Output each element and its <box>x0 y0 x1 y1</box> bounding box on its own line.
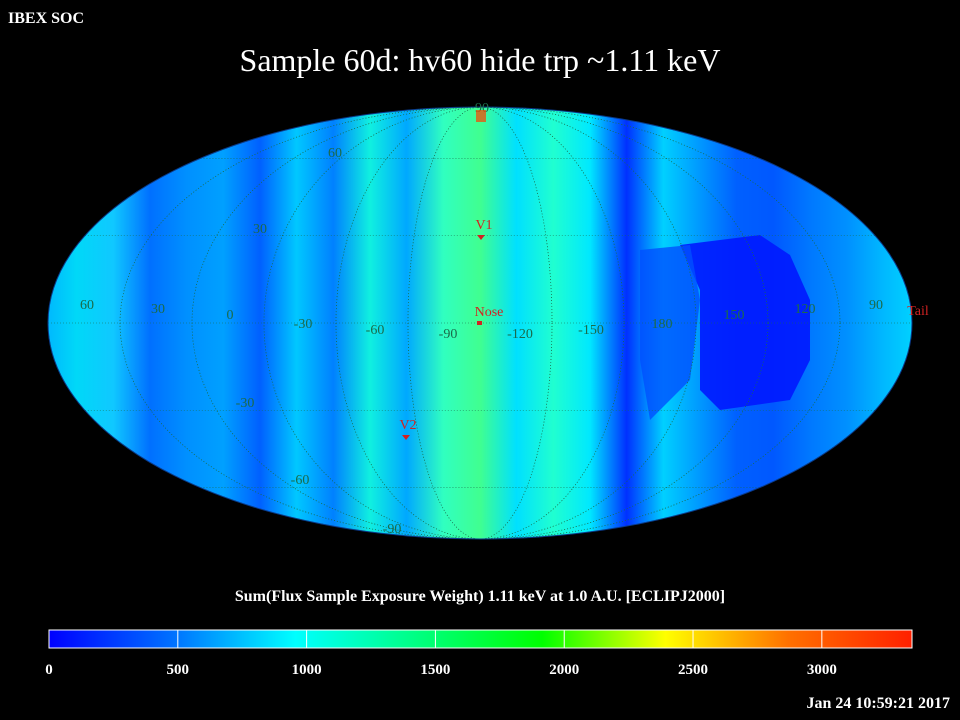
colorbar-caption: Sum(Flux Sample Exposure Weight) 1.11 ke… <box>234 588 726 605</box>
marker-nose: Nose <box>475 305 504 325</box>
lon-label: 90 <box>869 298 883 313</box>
sky-map: 90 60 30 -30 -60 -90 60 30 0 -30 -60 -90… <box>47 101 929 540</box>
colorbar-ticks: 0 500 1000 1500 2000 2500 3000 <box>45 630 837 678</box>
colorbar-tick-label: 500 <box>167 662 190 678</box>
marker-dot <box>402 435 410 440</box>
colorbar-tick-label: 3000 <box>807 662 837 678</box>
low-flux-region <box>680 235 810 410</box>
low-flux-region-edge <box>640 245 700 420</box>
lat-label: -30 <box>236 396 255 411</box>
lon-label: 120 <box>795 302 816 317</box>
marker-label: V2 <box>399 418 416 433</box>
source-label: IBEX SOC <box>8 10 85 27</box>
lon-label: -30 <box>294 317 313 332</box>
lat-label: 30 <box>253 222 267 237</box>
lon-label: 0 <box>227 308 234 323</box>
colorbar-tick-label: 2500 <box>678 662 708 678</box>
colorbar-tick-label: 1500 <box>420 662 450 678</box>
lon-label: 30 <box>151 302 165 317</box>
lon-label: -60 <box>366 323 385 338</box>
page-title: Sample 60d: hv60 hide trp ~1.11 keV <box>239 42 721 78</box>
lon-label: -90 <box>439 327 458 342</box>
colorbar: 0 500 1000 1500 2000 2500 3000 <box>45 629 913 678</box>
lat-label: -90 <box>383 522 402 537</box>
timestamp: Jan 24 10:59:21 2017 <box>806 695 950 712</box>
marker-dot <box>477 321 482 325</box>
lat-label: 60 <box>328 146 342 161</box>
marker-v2: V2 <box>399 418 417 440</box>
colorbar-tick-label: 2000 <box>549 662 579 678</box>
marker-label: Nose <box>475 305 504 320</box>
lon-label: 180 <box>652 317 673 332</box>
marker-v1: V1 <box>475 218 493 240</box>
map-border <box>47 106 913 540</box>
marker-tail: Tail <box>907 304 929 319</box>
lon-label: 150 <box>724 308 745 323</box>
lon-label: 60 <box>80 298 94 313</box>
north-pole-hotspot <box>476 110 486 122</box>
colorbar-ramp <box>48 629 913 649</box>
lon-label: -120 <box>507 327 533 342</box>
colorbar-tick-label: 1000 <box>292 662 322 678</box>
grid-lines <box>48 107 912 539</box>
lon-label: -150 <box>578 323 604 338</box>
marker-label: Tail <box>907 304 929 319</box>
marker-dot <box>477 235 485 240</box>
marker-label: V1 <box>475 218 492 233</box>
colorbar-tick-label: 0 <box>45 662 53 678</box>
lat-label: -60 <box>291 473 310 488</box>
